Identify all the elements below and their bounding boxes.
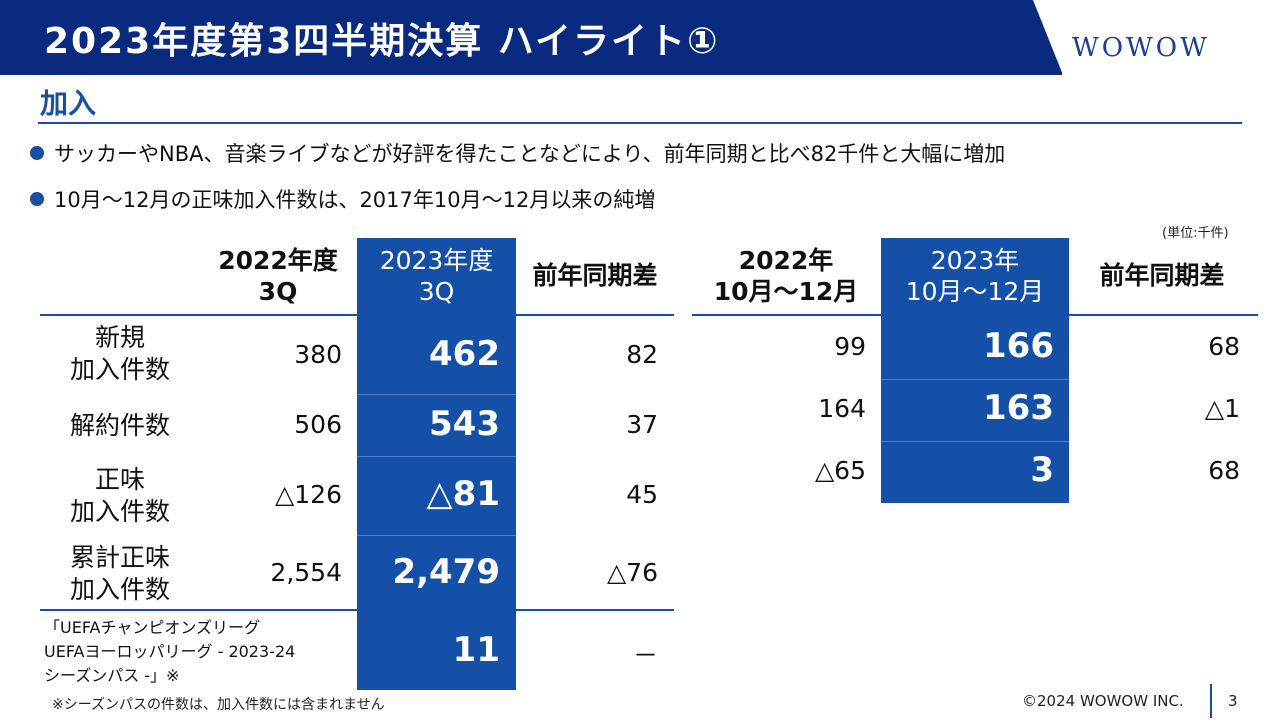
table-header-rule-right [692,314,1258,316]
value-2023-3q: 2,479 [392,552,500,592]
bullet-item: サッカーやNBA、音楽ライブなどが好評を得たことなどにより、前年同期と比べ82千… [30,138,1005,168]
row-label-cumulative-net: 累計正味 加入件数 [69,543,170,604]
value-yoy-diff: － [632,641,658,670]
highlight-column-2023-3q [357,238,516,690]
header-2022-3q: 2022年度 3Q [218,246,338,306]
row-label-cancellations: 解約件数 [69,411,170,440]
row-separator [357,456,516,457]
value-2022-3q: △126 [275,480,342,509]
row-label-net-subscriptions: 正味 加入件数 [69,465,170,526]
row-separator [357,394,516,395]
section-title: 加入 [40,87,97,120]
value-yoy-diff: △76 [606,558,658,587]
table-header-rule [40,314,674,316]
value-2023-oct-dec: 3 [1030,450,1054,490]
value-2022-3q: 380 [294,340,342,369]
bullet-dot-icon [30,192,44,206]
header-2023-3q: 2023年度 3Q [379,246,494,306]
header-yoy-diff: 前年同期差 [532,261,658,290]
value-2023-oct-dec: 163 [983,388,1054,428]
bullet-dot-icon [30,146,44,160]
value-yoy-diff-right: 68 [1208,332,1240,361]
value-2023-3q: 462 [429,334,500,374]
value-yoy-diff-right: △1 [1204,394,1240,423]
page-number: 3 [1228,692,1238,710]
row-separator [357,535,516,536]
bullet-text: 10月～12月の正味加入件数は、2017年10月～12月以来の純増 [54,188,656,212]
value-2023-3q: 11 [452,630,500,670]
row-label-uefa-season-pass: 「UEFAチャンピオンズリーグ UEFAヨーロッパリーグ - 2023-24 シーズ… [44,618,296,685]
value-2022-oct-dec: 164 [818,394,866,423]
value-yoy-diff: 82 [626,340,658,369]
highlight-column-2023-oct-dec [881,238,1069,503]
value-2022-3q: 2,554 [270,558,342,587]
value-2022-oct-dec: 99 [834,332,866,361]
wowow-logo: WOWOW [1072,33,1210,63]
value-2022-3q: 506 [294,410,342,439]
row-separator [881,441,1069,442]
table-total-rule [40,609,674,611]
header-band: 2023年度第3四半期決算 ハイライト① [0,0,1063,75]
footer-divider [1210,684,1212,718]
value-yoy-diff-right: 68 [1208,456,1240,485]
value-2023-3q: △81 [426,474,500,514]
slide-title: 2023年度第3四半期決算 ハイライト① [44,21,720,62]
value-2023-oct-dec: 166 [983,326,1054,366]
row-separator [881,379,1069,380]
value-2022-oct-dec: △65 [814,456,866,485]
section-divider [38,122,1242,124]
bullet-item: 10月～12月の正味加入件数は、2017年10月～12月以来の純増 [30,184,655,214]
bullet-text: サッカーやNBA、音楽ライブなどが好評を得たことなどにより、前年同期と比べ82千… [54,142,1006,166]
header-yoy-diff-right: 前年同期差 [1099,261,1225,290]
unit-note: (単位:千件) [1162,226,1229,241]
copyright: ©2024 WOWOW INC. [1022,692,1184,710]
footnote: ※シーズンパスの件数は、加入件数には含まれません [52,697,385,713]
header-2023-oct-dec: 2023年 10月～12月 [905,246,1045,306]
value-2023-3q: 543 [429,404,500,444]
value-yoy-diff: 45 [626,480,658,509]
row-label-new-subscriptions: 新規 加入件数 [69,323,170,384]
header-2022-oct-dec: 2022年 10月～12月 [713,246,859,306]
value-yoy-diff: 37 [626,410,658,439]
